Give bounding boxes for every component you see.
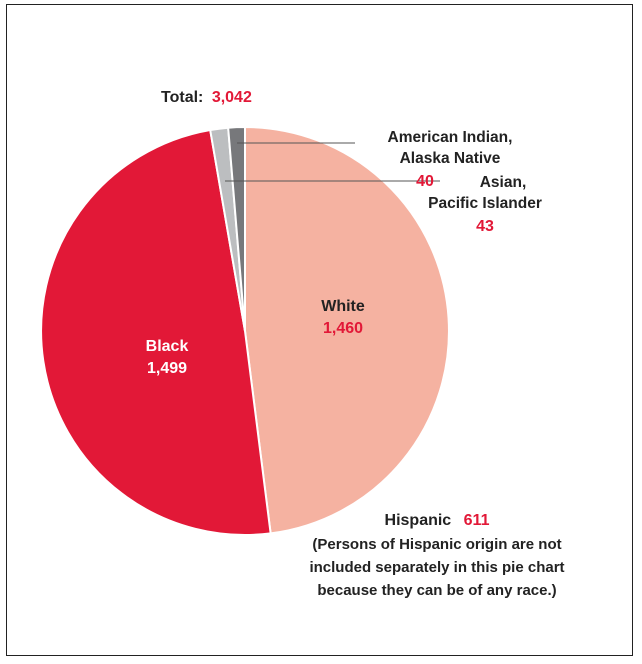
total-label: Total: <box>161 89 203 106</box>
slice-value-asian: 43 <box>476 218 494 235</box>
pie-slices <box>40 125 450 536</box>
pie-slice-american-indian-alaska-native <box>227 125 246 332</box>
pie-slice-white <box>244 125 450 535</box>
slice-label-american-indian-line2: Alaska Native <box>400 150 501 167</box>
total-text: Total: 3,042 <box>161 89 252 106</box>
slice-value-american-indian: 40 <box>416 173 434 190</box>
slice-label-black: Black <box>146 338 189 355</box>
slice-label-white: White <box>321 298 365 315</box>
slice-value-black: 1,499 <box>147 360 187 377</box>
hispanic-note-line2: included separately in this pie chart <box>309 559 564 576</box>
slice-value-white: 1,460 <box>323 320 363 337</box>
hispanic-label: Hispanic <box>385 512 452 529</box>
slice-label-asian-line1: Asian, <box>480 174 527 191</box>
slice-label-asian-line2: Pacific Islander <box>428 195 542 212</box>
hispanic-note-line3: because they can be of any race.) <box>317 582 556 599</box>
hispanic-note-line1: (Persons of Hispanic origin are not <box>312 536 561 553</box>
hispanic-note-title: Hispanic 611 <box>385 512 490 529</box>
slice-label-american-indian-line1: American Indian, <box>388 129 513 146</box>
hispanic-value: 611 <box>464 512 490 529</box>
pie-slice-black <box>40 128 272 536</box>
total-value: 3,042 <box>212 89 252 106</box>
